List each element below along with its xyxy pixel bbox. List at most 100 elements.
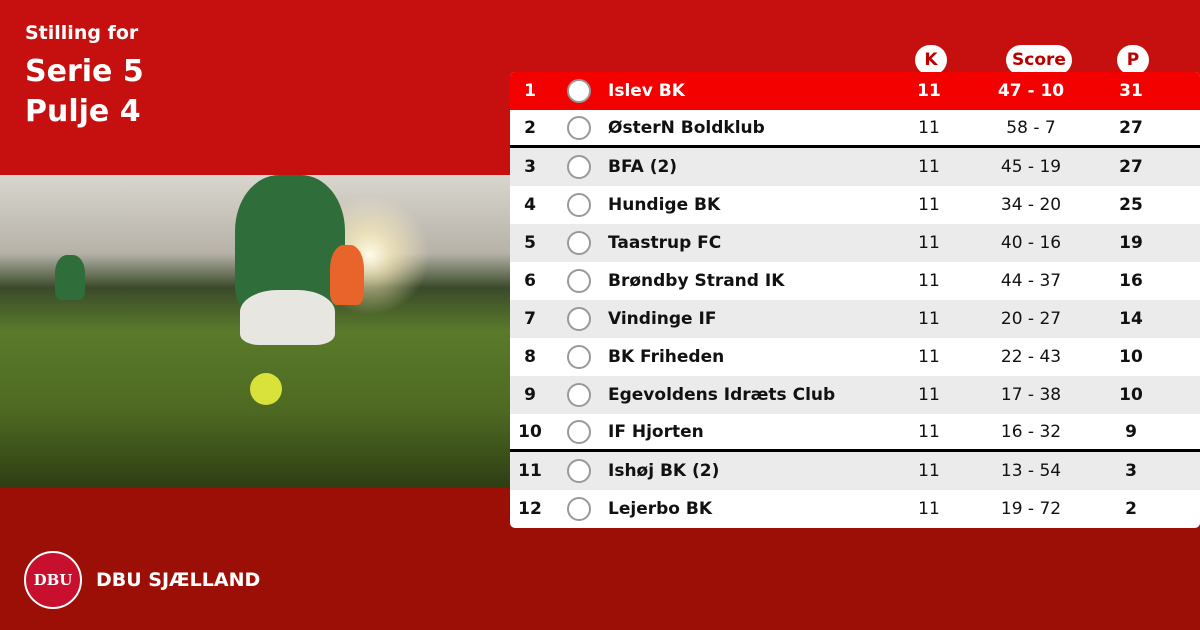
goal-score: 16 - 32: [1000, 421, 1062, 442]
club-logo-icon: [550, 155, 608, 179]
club-logo-icon: [550, 115, 608, 140]
points: 19: [1119, 233, 1143, 253]
football-photo: [0, 175, 510, 488]
position: 4: [524, 195, 536, 215]
table-row[interactable]: 3 BFA (2) 11 45 - 19 27: [510, 148, 1200, 186]
goal-score: 47 - 10: [997, 81, 1065, 101]
team-name[interactable]: Hundige BK: [608, 195, 721, 215]
matches-played: 11: [918, 309, 940, 329]
club-logo-icon: [550, 383, 608, 407]
standings-table: 1 Islev BK 11 47 - 10 31 2 ØsterN Boldklu…: [510, 72, 1200, 528]
table-row[interactable]: 12 Lejerbo BK 11 19 - 72 2: [510, 490, 1200, 528]
header-p[interactable]: P: [1117, 45, 1149, 75]
position: 5: [524, 233, 536, 253]
points: 3: [1125, 461, 1137, 481]
club-logo-icon: [550, 345, 608, 369]
position: 10: [518, 421, 542, 442]
ball: [250, 373, 282, 405]
position: 6: [524, 271, 536, 291]
points: 31: [1119, 81, 1143, 101]
title-series: Serie 5: [25, 54, 144, 89]
table-row[interactable]: 1 Islev BK 11 47 - 10 31: [510, 72, 1200, 110]
club-logo-icon: [550, 269, 608, 293]
table-row[interactable]: 9 Egevoldens Idræts Club 11 17 - 38 10: [510, 376, 1200, 414]
position: 12: [518, 499, 542, 519]
title-line1: Stilling for: [25, 22, 139, 44]
player-shape: [330, 245, 364, 305]
points: 27: [1119, 157, 1143, 177]
points: 25: [1119, 195, 1143, 215]
dbu-logo: DBU: [24, 551, 82, 609]
position: 11: [518, 461, 542, 481]
goal-score: 20 - 27: [1000, 309, 1062, 329]
goal-score: 45 - 19: [1000, 157, 1062, 177]
header-k[interactable]: K: [915, 45, 947, 75]
goal-score: 19 - 72: [1000, 499, 1062, 519]
points: 16: [1119, 271, 1143, 291]
points: 2: [1125, 499, 1137, 519]
position: 2: [524, 117, 536, 138]
matches-played: 11: [918, 461, 940, 481]
position: 9: [524, 385, 536, 405]
position: 7: [524, 309, 536, 329]
team-name[interactable]: ØsterN Boldklub: [608, 117, 765, 138]
team-name[interactable]: Vindinge IF: [608, 309, 717, 329]
goal-score: 44 - 37: [1000, 271, 1062, 291]
club-logo-icon: [550, 419, 608, 444]
points: 10: [1119, 347, 1143, 367]
title-pool: Pulje 4: [25, 94, 141, 129]
position: 8: [524, 347, 536, 367]
matches-played: 11: [918, 385, 940, 405]
matches-played: 11: [918, 157, 940, 177]
matches-played: 11: [918, 195, 940, 215]
points: 27: [1119, 117, 1143, 138]
club-logo-icon: [550, 307, 608, 331]
header-score[interactable]: Score: [1006, 45, 1072, 75]
matches-played: 11: [918, 499, 940, 519]
goal-score: 22 - 43: [1000, 347, 1062, 367]
table-row[interactable]: 8 BK Friheden 11 22 - 43 10: [510, 338, 1200, 376]
team-name[interactable]: BK Friheden: [608, 347, 725, 367]
brand-name: DBU SJÆLLAND: [96, 569, 261, 591]
team-name[interactable]: Brøndby Strand IK: [608, 271, 785, 291]
table-row[interactable]: 2 ØsterN Boldklub 11 58 - 7 27: [510, 110, 1200, 148]
goal-score: 58 - 7: [1006, 117, 1056, 138]
position: 1: [524, 81, 536, 101]
table-row[interactable]: 7 Vindinge IF 11 20 - 27 14: [510, 300, 1200, 338]
matches-played: 11: [918, 233, 940, 253]
team-name[interactable]: Taastrup FC: [608, 233, 722, 253]
matches-played: 11: [917, 81, 941, 101]
player-shape: [55, 255, 85, 300]
matches-played: 11: [918, 421, 940, 442]
table-row[interactable]: 10 IF Hjorten 11 16 - 32 9: [510, 414, 1200, 452]
club-logo-icon: [550, 459, 608, 483]
goal-score: 34 - 20: [1000, 195, 1062, 215]
brand: DBU DBU SJÆLLAND: [24, 551, 260, 609]
points: 9: [1125, 421, 1137, 442]
goal-score: 40 - 16: [1000, 233, 1062, 253]
team-name[interactable]: BFA (2): [608, 157, 678, 177]
matches-played: 11: [918, 117, 940, 138]
team-name[interactable]: Islev BK: [608, 81, 685, 101]
matches-played: 11: [918, 347, 940, 367]
goal-score: 17 - 38: [1000, 385, 1062, 405]
club-logo-icon: [550, 193, 608, 217]
points: 10: [1119, 385, 1143, 405]
goal-score: 13 - 54: [1000, 461, 1062, 481]
club-logo-icon: [550, 79, 608, 103]
page-title: Stilling for Serie 5 Pulje 4: [25, 22, 144, 132]
table-row[interactable]: 6 Brøndby Strand IK 11 44 - 37 16: [510, 262, 1200, 300]
club-logo-icon: [550, 231, 608, 255]
player-shorts: [240, 290, 335, 345]
team-name[interactable]: Egevoldens Idræts Club: [608, 385, 836, 405]
table-row[interactable]: 5 Taastrup FC 11 40 - 16 19: [510, 224, 1200, 262]
team-name[interactable]: IF Hjorten: [608, 421, 704, 442]
team-name[interactable]: Ishøj BK (2): [608, 461, 720, 481]
table-row[interactable]: 4 Hundige BK 11 34 - 20 25: [510, 186, 1200, 224]
points: 14: [1119, 309, 1143, 329]
position: 3: [524, 157, 536, 177]
matches-played: 11: [918, 271, 940, 291]
team-name[interactable]: Lejerbo BK: [608, 499, 713, 519]
table-row[interactable]: 11 Ishøj BK (2) 11 13 - 54 3: [510, 452, 1200, 490]
club-logo-icon: [550, 497, 608, 521]
